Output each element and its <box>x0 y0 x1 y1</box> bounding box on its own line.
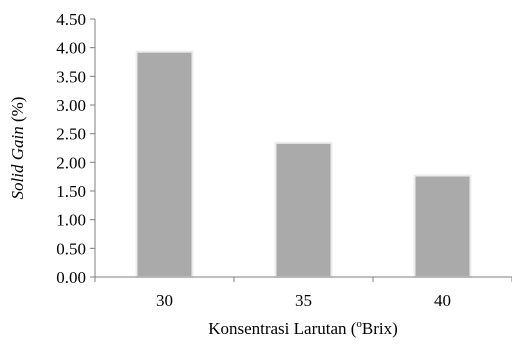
bar-40 <box>413 174 472 279</box>
y-tick-label: 1.00 <box>56 211 86 230</box>
y-tick-label: 0.00 <box>56 268 86 287</box>
y-tick-label: 3.00 <box>56 96 86 115</box>
y-tick-label: 2.50 <box>56 125 86 144</box>
x-tick-label: 35 <box>295 291 312 310</box>
y-tick-label: 0.50 <box>56 239 86 258</box>
y-tick-label: 1.50 <box>56 182 86 201</box>
y-axis-title-unit: (%) <box>8 97 27 127</box>
y-tick-label: 2.00 <box>56 153 86 172</box>
x-tick-label: 30 <box>156 291 173 310</box>
y-tick-label: 4.00 <box>56 39 86 58</box>
x-ticks-group: 30 35 40 <box>94 277 512 310</box>
y-axis-title-italic: Solid Gain <box>8 126 27 199</box>
bar-35 <box>274 141 333 278</box>
bar-30 <box>135 50 194 279</box>
y-tick-label: 3.50 <box>56 67 86 86</box>
x-tick-label: 40 <box>434 291 451 310</box>
y-ticks-group: 0.00 0.50 1.00 1.50 2.00 2.50 3.00 3.50 4.00 4.50 <box>56 10 95 287</box>
x-axis-title: Konsentrasi Larutan (oBrix) <box>208 318 398 338</box>
y-axis-title: Solid Gain (%) <box>8 97 27 200</box>
bars-group <box>135 50 472 279</box>
y-tick-label: 4.50 <box>56 10 86 29</box>
